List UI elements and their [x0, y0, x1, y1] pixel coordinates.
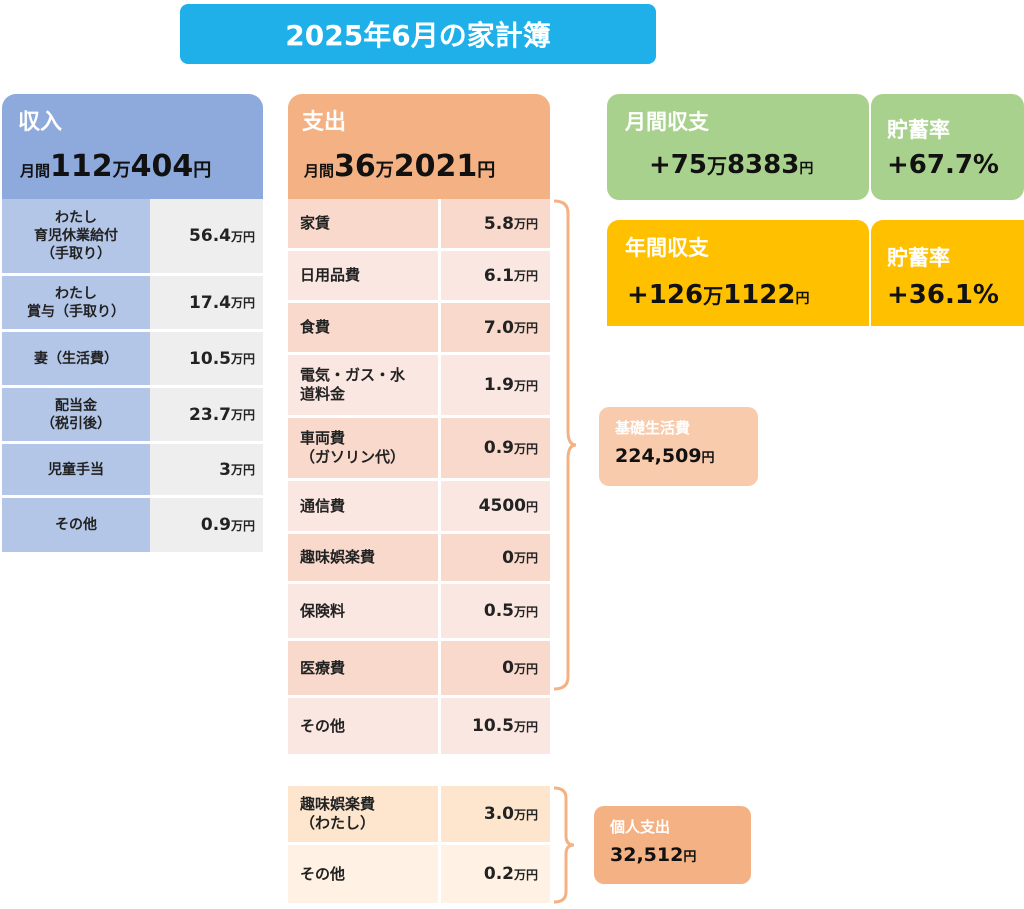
personal-brace [553, 786, 575, 904]
personal-row-name: 趣味娯楽費 （わたし） [288, 786, 438, 842]
expense-row-name: 家賃 [288, 199, 438, 248]
expense-row-value: 7.0 万円 [438, 303, 550, 352]
expense-row: その他 10.5 万円 [288, 698, 550, 754]
expense-row: 趣味娯楽費 0 万円 [288, 534, 550, 584]
annual-balance-label: 年間収支 [625, 236, 709, 260]
expense-row-name: 車両費 （ガソリン代） [288, 418, 438, 478]
expense-row-value: 1.9 万円 [438, 355, 550, 415]
income-row-name: わたし 賞与（手取り） [2, 276, 150, 329]
income-row: わたし 育児休業給付 （手取り） 56.4 万円 [2, 199, 263, 276]
monthly-balance-box: 月間収支 +75万8383円 [607, 94, 869, 200]
annual-savings-value: +36.1% [887, 280, 999, 310]
income-total: 月間112万404円 [20, 149, 212, 184]
expense-row-value: 4500 円 [438, 481, 550, 531]
income-row-value: 10.5 万円 [150, 332, 263, 385]
expense-row-name: 食費 [288, 303, 438, 352]
personal-expense-row: その他 0.2 万円 [288, 845, 550, 903]
income-row-value: 17.4 万円 [150, 276, 263, 329]
personal-row-value: 0.2 万円 [438, 845, 550, 903]
monthly-balance-value: +75万8383円 [649, 150, 814, 180]
income-row-value: 56.4 万円 [150, 199, 263, 273]
expense-row: 車両費 （ガソリン代） 0.9 万円 [288, 418, 550, 481]
expense-row-name: その他 [288, 698, 438, 754]
income-header: 収入 月間112万404円 [2, 94, 263, 199]
income-row: わたし 賞与（手取り） 17.4 万円 [2, 276, 263, 332]
expense-row-name: 保険料 [288, 584, 438, 638]
annual-balance-box: 年間収支 +126万1122円 [607, 220, 869, 326]
expense-row-name: 通信費 [288, 481, 438, 531]
expense-row-value: 0 万円 [438, 641, 550, 695]
expense-row: 医療費 0 万円 [288, 641, 550, 698]
personal-row-value: 3.0 万円 [438, 786, 550, 842]
basic-living-brace [553, 199, 577, 691]
expense-row-value: 5.8 万円 [438, 199, 550, 248]
expense-header: 支出 月間36万2021円 [288, 94, 550, 199]
expense-row-name: 日用品費 [288, 251, 438, 300]
expense-row: 保険料 0.5 万円 [288, 584, 550, 641]
income-row-name: その他 [2, 498, 150, 552]
expense-row-name: 医療費 [288, 641, 438, 695]
income-row: 児童手当 3 万円 [2, 444, 263, 498]
expense-row-name: 趣味娯楽費 [288, 534, 438, 581]
income-row-value: 23.7 万円 [150, 388, 263, 441]
expense-row-value: 10.5 万円 [438, 698, 550, 754]
income-row-name: わたし 育児休業給付 （手取り） [2, 199, 150, 273]
monthly-balance-label: 月間収支 [625, 110, 709, 134]
monthly-savings-value: +67.7% [887, 150, 999, 180]
income-label: 収入 [18, 110, 63, 135]
income-row-name: 妻（生活費） [2, 332, 150, 385]
monthly-savings-label: 貯蓄率 [887, 118, 950, 142]
expense-row-name: 電気・ガス・水 道料金 [288, 355, 438, 415]
income-row: 妻（生活費） 10.5 万円 [2, 332, 263, 388]
income-row-value: 0.9 万円 [150, 498, 263, 552]
basic-living-callout: 基礎生活費 224,509円 [599, 407, 758, 486]
expense-total: 月間36万2021円 [304, 149, 496, 184]
income-row: 配当金 （税引後） 23.7 万円 [2, 388, 263, 444]
expense-row: 食費 7.0 万円 [288, 303, 550, 355]
income-row-name: 配当金 （税引後） [2, 388, 150, 441]
personal-callout: 個人支出 32,512円 [594, 806, 751, 884]
income-row: その他 0.9 万円 [2, 498, 263, 552]
basic-living-label: 基礎生活費 [615, 419, 691, 437]
personal-expense-row: 趣味娯楽費 （わたし） 3.0 万円 [288, 786, 550, 845]
expense-row: 家賃 5.8 万円 [288, 199, 550, 251]
monthly-savings-box: 貯蓄率 +67.7% [871, 94, 1024, 200]
expense-row-value: 6.1 万円 [438, 251, 550, 300]
annual-savings-label: 貯蓄率 [887, 246, 950, 270]
expense-row-value: 0.5 万円 [438, 584, 550, 638]
annual-balance-value: +126万1122円 [627, 280, 810, 310]
personal-row-name: その他 [288, 845, 438, 903]
annual-savings-box: 貯蓄率 +36.1% [871, 220, 1024, 326]
expense-row-value: 0 万円 [438, 534, 550, 581]
income-row-value: 3 万円 [150, 444, 263, 495]
personal-value: 32,512円 [610, 844, 697, 866]
basic-living-value: 224,509円 [615, 445, 715, 467]
page-title: 2025年6月の家計簿 [180, 4, 656, 64]
expense-row: 電気・ガス・水 道料金 1.9 万円 [288, 355, 550, 418]
personal-label: 個人支出 [610, 818, 671, 836]
income-row-name: 児童手当 [2, 444, 150, 495]
expense-row-value: 0.9 万円 [438, 418, 550, 478]
expense-row: 日用品費 6.1 万円 [288, 251, 550, 303]
expense-label: 支出 [302, 110, 347, 135]
expense-row: 通信費 4500 円 [288, 481, 550, 534]
